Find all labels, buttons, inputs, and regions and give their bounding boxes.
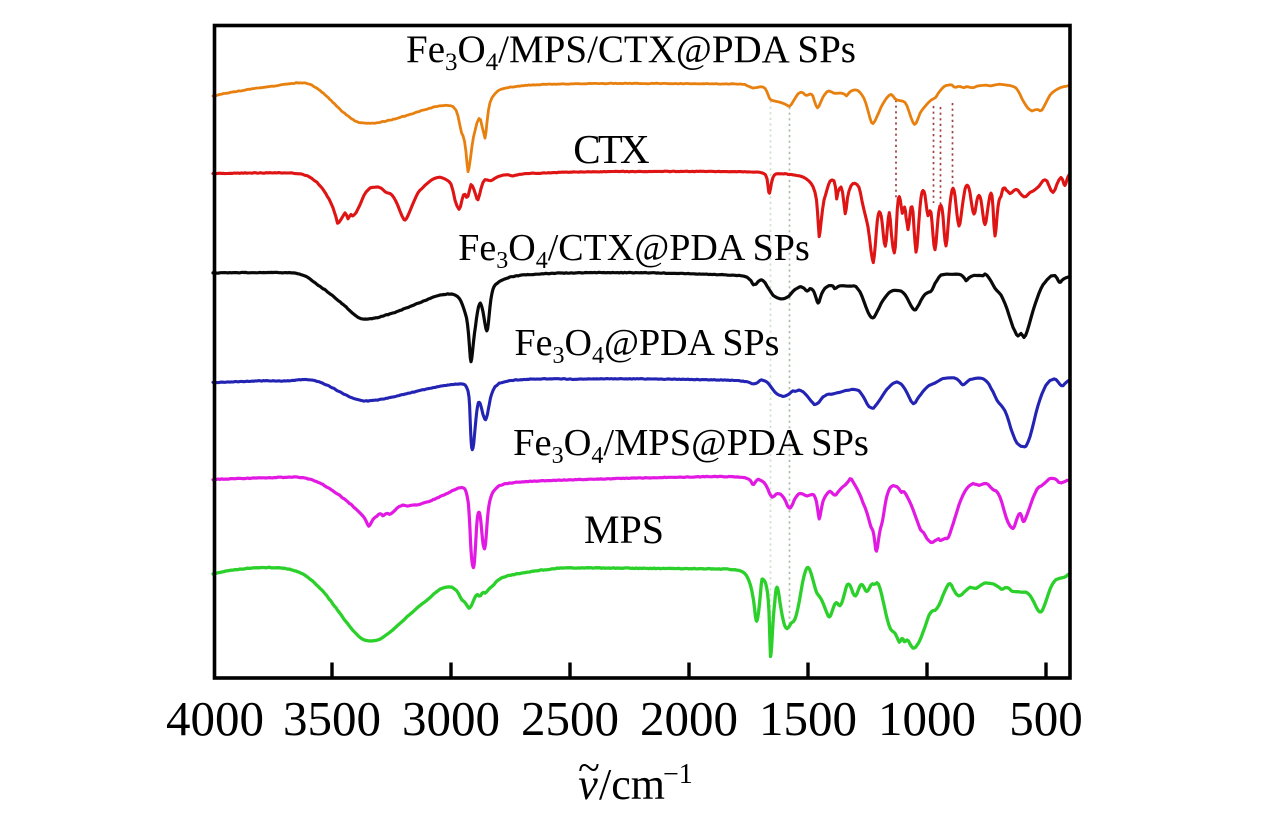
svg-text:Fe3O4/MPS/CTX@PDA SPs: Fe3O4/MPS/CTX@PDA SPs xyxy=(406,28,856,76)
svg-text:−1: −1 xyxy=(663,759,693,790)
svg-text:Fe3O4@PDA SPs: Fe3O4@PDA SPs xyxy=(515,322,780,369)
svg-text:CTX: CTX xyxy=(573,126,649,172)
svg-text:1500: 1500 xyxy=(759,691,857,746)
svg-text:3000: 3000 xyxy=(402,691,500,746)
svg-text:500: 500 xyxy=(1009,691,1083,746)
svg-text:/cm: /cm xyxy=(599,760,665,809)
svg-text:Fe3O4/MPS@PDA SPs: Fe3O4/MPS@PDA SPs xyxy=(513,422,869,469)
svg-text:MPS: MPS xyxy=(584,507,664,552)
svg-text:2500: 2500 xyxy=(521,691,619,746)
svg-text:Fe3O4/CTX@PDA SPs: Fe3O4/CTX@PDA SPs xyxy=(458,227,809,274)
svg-text:2000: 2000 xyxy=(640,691,738,746)
svg-text:~: ~ xyxy=(578,745,600,790)
svg-text:4000: 4000 xyxy=(166,691,264,746)
svg-text:3500: 3500 xyxy=(283,691,381,746)
svg-text:1000: 1000 xyxy=(878,691,976,746)
svg-text:v: v xyxy=(578,760,598,809)
